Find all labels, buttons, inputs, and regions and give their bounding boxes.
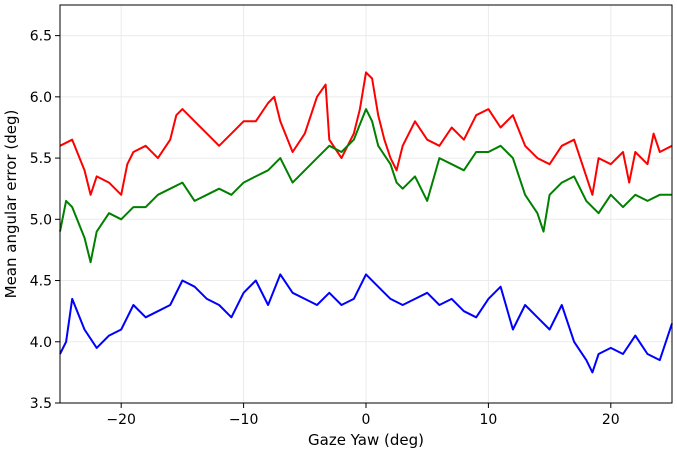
y-tick-label: 6.0 [30, 90, 52, 106]
x-axis-label: Gaze Yaw (deg) [308, 431, 424, 449]
y-tick-label: 6.5 [30, 29, 52, 45]
y-axis-ticks: 3.5 4.0 4.5 5.0 5.5 6.0 6.5 [30, 29, 60, 412]
x-tick-label: −10 [229, 412, 259, 428]
series-lines [59, 71, 673, 374]
y-axis-label: Mean angular error (deg) [2, 110, 20, 299]
x-tick-label: 0 [362, 412, 371, 428]
series-line-1 [59, 108, 672, 264]
x-axis-ticks: −20 −10 0 10 20 [106, 403, 620, 428]
y-tick-label: 5.5 [30, 151, 52, 167]
y-tick-label: 5.0 [30, 212, 52, 228]
y-tick-label: 4.0 [30, 335, 52, 351]
series-line-2 [59, 273, 673, 374]
y-tick-label: 4.5 [30, 274, 52, 290]
grid [60, 5, 672, 404]
series-line-0 [59, 71, 673, 196]
x-tick-label: 10 [479, 412, 497, 428]
x-tick-label: −20 [106, 412, 136, 428]
x-tick-label: 20 [602, 412, 620, 428]
y-tick-label: 3.5 [30, 396, 52, 412]
